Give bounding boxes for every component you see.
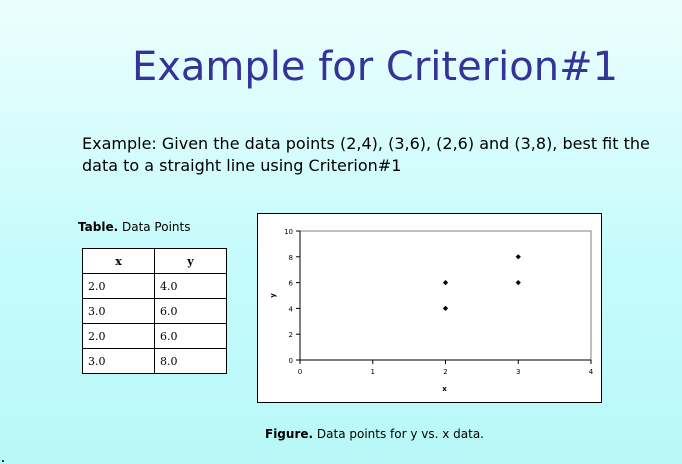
y-tick-label: 6 xyxy=(289,280,294,288)
x-tick-label: 4 xyxy=(589,368,594,376)
cell-x: 2.0 xyxy=(82,273,155,299)
x-tick-label: 0 xyxy=(298,368,302,376)
cell-x: 2.0 xyxy=(82,323,155,349)
x-tick-label: 1 xyxy=(371,368,375,376)
x-axis-label: x xyxy=(442,385,447,393)
table-row: 3.0 6.0 xyxy=(82,298,227,324)
y-axis-label: y xyxy=(269,293,277,298)
data-point xyxy=(515,280,521,286)
scatter-chart: 0 2 4 6 8 10 0 1 2 3 4 x y xyxy=(257,213,602,403)
table-caption-label: Table. xyxy=(78,220,119,234)
table-caption: Table. Data Points xyxy=(78,220,190,234)
data-point xyxy=(515,254,521,260)
x-tick-label: 2 xyxy=(443,368,447,376)
cell-x: 3.0 xyxy=(82,348,155,374)
cell-y: 6.0 xyxy=(154,298,227,324)
table-caption-text: Data Points xyxy=(121,220,191,234)
table-row: 2.0 6.0 xyxy=(82,323,227,349)
cell-y: 4.0 xyxy=(154,273,227,299)
cell-y: 8.0 xyxy=(154,348,227,374)
x-tick-label: 3 xyxy=(516,368,520,376)
cell-y: 6.0 xyxy=(154,323,227,349)
y-tick-label: 0 xyxy=(289,357,293,365)
cell-x: 3.0 xyxy=(82,298,155,324)
y-tick-label: 4 xyxy=(289,305,294,313)
header-x: x xyxy=(82,248,155,274)
table-row: 2.0 4.0 xyxy=(82,273,227,299)
corner-dot xyxy=(2,460,4,462)
header-y: y xyxy=(154,248,227,274)
figure-caption: Figure. Data points for y vs. x data. xyxy=(265,427,484,441)
intro-text: Example: Given the data points (2,4), (3… xyxy=(82,134,650,175)
data-point xyxy=(442,280,449,286)
figure-caption-label: Figure. xyxy=(265,427,314,441)
y-tick-label: 2 xyxy=(289,331,293,339)
slide-title: Example for Criterion#1 xyxy=(131,44,619,90)
chart-canvas: 0 2 4 6 8 10 0 1 2 3 4 x y xyxy=(269,228,594,393)
data-point xyxy=(442,305,449,311)
data-points-table: x y 2.0 4.0 3.0 6.0 2.0 6.0 3.0 8.0 xyxy=(82,248,227,374)
y-tick-label: 8 xyxy=(289,254,293,262)
table-header-row: x y xyxy=(82,248,227,274)
y-tick-label: 10 xyxy=(284,228,293,236)
table-row: 3.0 8.0 xyxy=(82,348,227,374)
figure-caption-text: Data points for y vs. x data. xyxy=(316,427,484,441)
plot-area-border xyxy=(299,230,592,361)
